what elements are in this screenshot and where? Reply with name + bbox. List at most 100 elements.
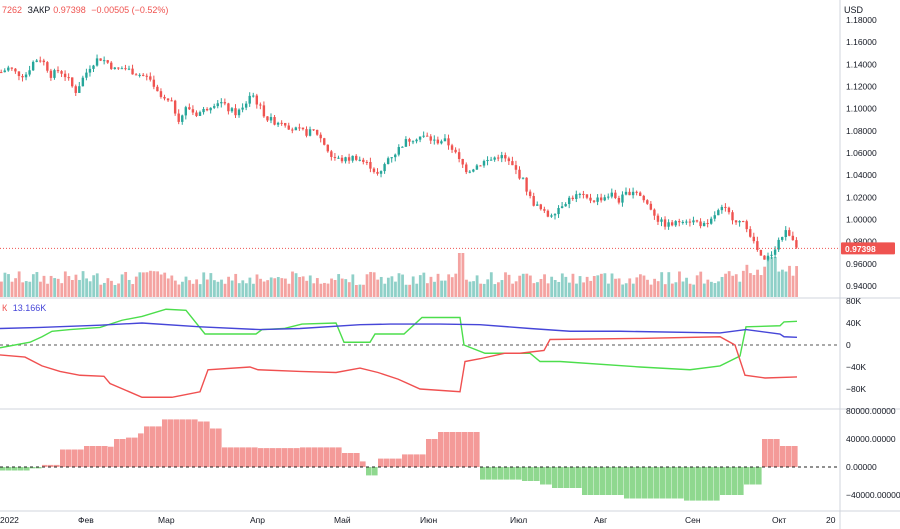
hist-bar [162, 419, 168, 467]
candle-body [553, 214, 557, 216]
volume-bar [678, 271, 681, 297]
hist-bar [348, 453, 354, 467]
candle-body [372, 168, 376, 172]
volume-bar [514, 281, 518, 297]
candle-body [394, 154, 397, 158]
candle-body [106, 60, 109, 63]
hist-bar [546, 467, 552, 485]
candle-body [521, 177, 525, 179]
candle-body [287, 125, 290, 130]
volume-bar [614, 278, 617, 297]
volume-bar [102, 282, 106, 297]
candle-body [770, 254, 773, 256]
candle-body [88, 68, 92, 73]
candle-body [10, 67, 14, 69]
volume-bar [411, 276, 415, 297]
hist-bar [492, 467, 498, 480]
hist-bar [606, 467, 612, 495]
cot-legend: К 13.166K [2, 303, 49, 313]
candle-body [646, 200, 649, 204]
hist-bar [90, 446, 96, 467]
hist-bar [474, 432, 480, 467]
hist-bar [648, 467, 654, 499]
candle-body [181, 115, 184, 122]
hist-bar [84, 446, 90, 467]
volume-bar [599, 273, 603, 297]
hist-bar [414, 454, 420, 467]
volume-bar [681, 281, 685, 297]
hist-bar [768, 439, 774, 467]
volume-bar [433, 281, 436, 297]
volume-bar [702, 283, 706, 297]
candle-body [202, 108, 205, 113]
hist-bar [6, 467, 12, 471]
volume-bar [351, 274, 355, 297]
hist-bar [708, 467, 714, 501]
candle-body [649, 203, 653, 210]
hist-bar [0, 467, 6, 471]
hist-bar [42, 464, 48, 467]
hist-bar [462, 432, 468, 467]
price-axis-tick: 1.18000 [846, 15, 877, 25]
volume-bar [163, 272, 167, 297]
candle-body [134, 74, 138, 76]
hist-bar [216, 428, 222, 467]
candle-body [784, 230, 787, 238]
hist-bar [120, 439, 126, 467]
price-axis-tick: 1.14000 [846, 59, 877, 69]
volume-bar [0, 281, 3, 297]
volume-bar [699, 271, 703, 297]
candle-body [195, 112, 198, 116]
candle-body [340, 157, 344, 162]
candle-body [223, 102, 227, 104]
candle-body [756, 241, 759, 250]
volume-bar [142, 272, 145, 297]
candle-body [749, 229, 752, 237]
candle-body [127, 68, 131, 70]
candle-body [472, 169, 475, 172]
hist-bar [570, 467, 576, 488]
candle-body [639, 192, 642, 196]
hist-bar [744, 467, 750, 485]
volume-bar [330, 278, 333, 297]
candle-body [610, 192, 613, 197]
candle-body [546, 210, 550, 217]
hist-bar [720, 467, 726, 495]
volume-bar [252, 283, 255, 297]
candle-body [514, 165, 518, 170]
volume-bar [216, 281, 220, 297]
volume-bar [365, 274, 369, 297]
hist-bar [402, 454, 408, 467]
candle-body [475, 165, 479, 170]
close-label: ЗАКР [27, 5, 51, 15]
hist-bar [294, 448, 300, 467]
candle-body [330, 151, 333, 157]
hist-bar [96, 446, 102, 467]
hist-axis-tick: 0.00000 [846, 462, 877, 472]
volume-bar [688, 283, 692, 297]
volume-bar [92, 275, 96, 297]
candle-body [120, 68, 124, 70]
candle-body [159, 91, 163, 97]
candle-body [628, 191, 631, 196]
hist-bar [642, 467, 648, 499]
volume-bar [667, 272, 671, 297]
candle-body [63, 73, 67, 78]
volume-bar [653, 278, 656, 297]
candle-body [14, 68, 17, 72]
candle-body [752, 236, 755, 242]
candle-body [191, 109, 195, 113]
candle-body [447, 138, 450, 146]
cot-histogram [0, 419, 840, 501]
x-axis-tick: Июл [510, 515, 527, 525]
volume-bar [756, 269, 759, 297]
candle-body [347, 157, 351, 161]
volume-bar [287, 283, 291, 297]
volume-bar [120, 274, 124, 297]
volume-bar [511, 283, 514, 297]
candle-body [575, 194, 578, 199]
cot-axis-tick: −40K [846, 362, 866, 372]
volume-bar [67, 276, 71, 297]
price-axis-tick: 1.02000 [846, 192, 877, 202]
